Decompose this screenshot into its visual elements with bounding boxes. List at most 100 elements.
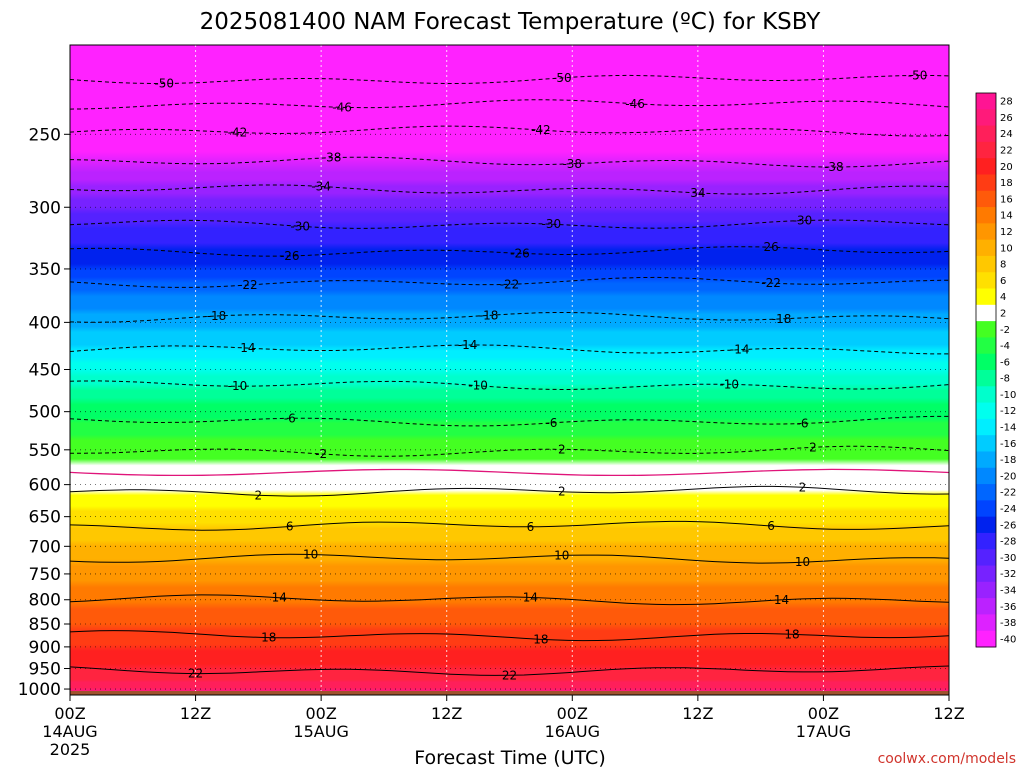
contour-label: -42 (228, 126, 248, 140)
colorbar-label: -40 (1000, 634, 1016, 645)
contour-line (70, 665, 949, 676)
x-tick-year: 2025 (50, 740, 91, 759)
y-tick-label: 700 (29, 537, 61, 557)
freezing-line (70, 468, 949, 477)
contour-label: 6 (286, 520, 294, 534)
colorbar-label: -30 (1000, 553, 1016, 564)
contour-label: 2 (799, 480, 807, 494)
contour-line (70, 485, 949, 497)
colorbar-swatch (976, 484, 996, 501)
contour-label: -50 (154, 77, 174, 91)
colorbar-swatch (976, 435, 996, 452)
colorbar-label: -28 (1000, 537, 1016, 548)
credit-text: coolwx.com/models (878, 751, 1016, 767)
contour-label: -26 (510, 246, 530, 260)
contour-label: -26 (280, 249, 300, 263)
y-tick-label: 400 (29, 313, 61, 333)
colorbar-label: 22 (1000, 146, 1013, 157)
contour-label: 14 (272, 591, 287, 605)
contour-label: -38 (562, 157, 582, 171)
colorbar-label: -14 (1000, 423, 1016, 434)
contour-label: 14 (523, 590, 538, 604)
colorbar-swatch (976, 516, 996, 534)
contour-label: 34 (690, 186, 705, 200)
contour-label: 10 (795, 555, 810, 569)
y-tick-label: 300 (29, 198, 61, 218)
colorbar-label: -24 (1000, 504, 1016, 515)
contour-label: -50 (908, 68, 928, 82)
colorbar-swatch (976, 93, 996, 110)
colorbar-swatch (976, 190, 996, 208)
colorbar-label: -10 (1000, 390, 1016, 401)
colorbar-label: -20 (1000, 471, 1016, 482)
colorbar-label: 2 (1000, 308, 1006, 319)
contour-label: 2 (558, 485, 566, 499)
colorbar-label: -34 (1000, 585, 1016, 596)
contour-label: -42 (531, 123, 551, 137)
contour-label: -10 (228, 379, 248, 393)
contour-label: -30 (290, 219, 310, 233)
x-tick-date: 16AUG (545, 722, 600, 741)
colorbar-swatch (976, 207, 996, 224)
y-tick-label: 1000 (18, 680, 61, 700)
contour-label: 2 (809, 440, 817, 454)
contour-label: -22 (761, 276, 781, 290)
contour-label: -14 (458, 338, 478, 352)
contour-label: -50 (552, 71, 572, 85)
colorbar-label: -26 (1000, 520, 1016, 531)
x-tick-date: 17AUG (796, 722, 851, 741)
colorbar-swatch (976, 239, 996, 257)
contour-label: -6 (797, 417, 809, 431)
colorbar: 28 26 24 22 20 18 16 14 12 10 8 6 4 2 -2 -4 -6 -8 -10 -12 -1… (975, 92, 1016, 648)
plot-background (70, 45, 949, 695)
ground-surface (70, 691, 949, 695)
colorbar-label: -32 (1000, 569, 1016, 580)
colorbar-label: 6 (1000, 276, 1006, 287)
y-tick-label: 800 (29, 591, 61, 611)
colorbar-swatch (976, 255, 996, 273)
chart-title: 2025081400 NAM Forecast Temperature (ºC)… (200, 9, 822, 35)
colorbar-swatch (976, 451, 996, 469)
contour-label: 22 (502, 668, 517, 682)
x-tick-label: 12Z (180, 704, 211, 723)
contour-label: 26 (763, 240, 778, 254)
contour-label: -14 (730, 343, 750, 357)
colorbar-label: 26 (1000, 113, 1013, 124)
contour-label: -46 (625, 97, 645, 111)
y-tick-label: 250 (29, 125, 61, 145)
contour-label: -6 (284, 411, 296, 425)
contour-label: 6 (527, 520, 535, 534)
x-tick-label: 00Z (557, 704, 588, 723)
colorbar-swatch (976, 109, 996, 127)
colorbar-swatch (976, 288, 996, 306)
contour-label: 14 (774, 593, 789, 607)
contour-label: 18 (261, 631, 276, 645)
colorbar-swatch (976, 500, 996, 518)
colorbar-frame (975, 92, 997, 648)
x-axis-label: Forecast Time (UTC) (414, 747, 605, 768)
colorbar-swatch (976, 386, 996, 404)
contour-label: -38 (824, 160, 844, 174)
contour-label: -22 (500, 277, 520, 291)
contour-label: 10 (554, 549, 569, 563)
contour-label: -34 (311, 179, 331, 193)
contour-label: -18 (207, 309, 227, 323)
colorbar-label: -12 (1000, 406, 1016, 417)
colorbar-label: 20 (1000, 162, 1013, 173)
y-tick-label: 850 (29, 615, 61, 635)
colorbar-swatch (976, 158, 996, 175)
y-tick-label: 750 (29, 565, 61, 585)
colorbar-swatch (976, 337, 996, 355)
colorbar-swatch (976, 598, 996, 615)
colorbar-swatch (976, 614, 996, 632)
contour-label: -30 (793, 214, 813, 228)
y-tick-label: 350 (29, 260, 61, 280)
y-tick-label: 900 (29, 638, 61, 658)
pressure-axis: 250 300 350 400 450 500 550 600 650 700 750 800 850 9… (18, 125, 70, 700)
contour-line (70, 520, 949, 531)
colorbar-swatch (976, 549, 996, 567)
colorbar-label: 10 (1000, 243, 1013, 254)
y-tick-label: 600 (29, 476, 61, 496)
x-tick-label: 00Z (305, 704, 336, 723)
